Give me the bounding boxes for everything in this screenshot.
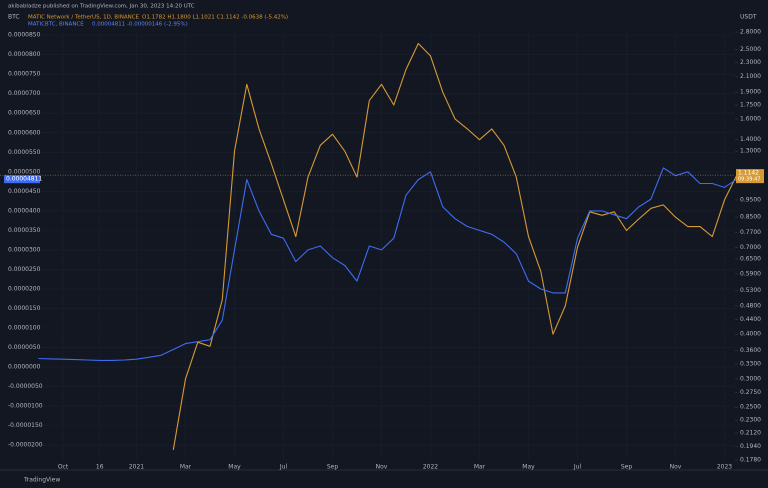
x-tick-label: Nov xyxy=(376,464,388,471)
y-tick-label: 0.0000300 xyxy=(8,246,41,253)
y2-tick-label: 1.4000 xyxy=(740,136,761,143)
y2-tick-label: 0.5300 xyxy=(740,287,761,294)
y2-tick-label: 0.2300 xyxy=(740,417,761,424)
y2-tick-label: 1.3000 xyxy=(740,148,761,155)
ohlc: O1.1782 H1.1800 L1.1021 C1.1142 -0.0638 … xyxy=(142,15,288,21)
x-tick-label: Jul xyxy=(279,464,288,471)
y-tick-label: 0.0000750 xyxy=(8,71,41,78)
y-tick-label: 0.0000800 xyxy=(8,51,41,58)
countdown: 09:39:47 xyxy=(738,177,760,183)
y-tick-label: 0.0000100 xyxy=(8,325,41,332)
grid xyxy=(40,31,738,461)
y2-tick-label: 0.3300 xyxy=(740,361,761,368)
y-tick-label: 0.0000400 xyxy=(8,207,41,214)
y-tick-label: 0.0000200 xyxy=(8,285,41,292)
y-tick-label: 0.0000050 xyxy=(8,344,41,351)
right-unit: USDT xyxy=(740,14,757,21)
y-tick-label: 0.0000700 xyxy=(8,90,41,97)
y2-tick-label: 0.2120 xyxy=(740,429,761,436)
series-line xyxy=(38,167,738,361)
y2-tick-label: 1.7500 xyxy=(740,102,761,109)
y-tick-label: -0.0000150 xyxy=(8,422,43,429)
y2-tick-label: 0.4400 xyxy=(740,316,761,323)
y2-tick-label: 2.8000 xyxy=(740,29,761,36)
y-tick-label: 0.0000000 xyxy=(8,364,41,371)
price-tag xyxy=(4,175,40,184)
y-tick-label: 0.0000500 xyxy=(8,168,41,175)
x-tick-label: 16 xyxy=(96,464,104,471)
left-unit: BTC xyxy=(8,14,20,21)
price-tag xyxy=(736,169,764,184)
y2-tick-label: 0.3000 xyxy=(740,375,761,382)
y-tick-label: 0.0000550 xyxy=(8,149,41,156)
price-tag-value: 0.00004811 xyxy=(6,176,42,183)
y2-tick-label: 0.6500 xyxy=(740,255,761,262)
brand: TradingView xyxy=(23,477,60,484)
y2-tick-label: 1.9000 xyxy=(740,89,761,96)
y-tick-label: 0.0000150 xyxy=(8,305,41,312)
y2-tick-label: 0.7700 xyxy=(740,229,761,236)
x-tick-label: Sep xyxy=(621,464,633,471)
y-tick-label: -0.0000050 xyxy=(8,383,43,390)
y2-tick-label: 0.4000 xyxy=(740,331,761,338)
x-tick-label: Mar xyxy=(180,464,192,471)
price-tag-value: 1.1142 xyxy=(738,170,759,177)
x-tick-label: Sep xyxy=(327,464,339,471)
series-line xyxy=(172,42,738,450)
y2-tick-label: 0.1940 xyxy=(740,443,761,450)
x-tick-label: 2022 xyxy=(423,464,438,471)
y2-tick-label: 2.3000 xyxy=(740,59,761,66)
y2-tick-label: 0.2500 xyxy=(740,404,761,411)
y2-tick-label: 0.8500 xyxy=(740,214,761,221)
y2-tick-label: 2.1000 xyxy=(740,73,761,80)
y2-tick-label: 2.5000 xyxy=(740,46,761,53)
y-tick-label: 0.0000850 xyxy=(8,32,41,39)
y2-tick-label: 0.3600 xyxy=(740,347,761,354)
y-tick-label: 0.0000250 xyxy=(8,266,41,273)
x-tick-label: Nov xyxy=(670,464,682,471)
x-tick-label: 2021 xyxy=(129,464,144,471)
x-tick-label: May xyxy=(228,464,241,471)
y-tick-label: 0.0000650 xyxy=(8,110,41,117)
x-tick-label: May xyxy=(522,464,535,471)
y2-tick-label: 1.6000 xyxy=(740,115,761,122)
y-tick-label: 0.0000450 xyxy=(8,188,41,195)
y2-tick-label: 0.1780 xyxy=(740,457,761,464)
y2-tick-label: 0.4800 xyxy=(740,302,761,309)
x-tick-label: Jul xyxy=(573,464,582,471)
legend-entry[interactable]: MATICBTC, BINANCE xyxy=(28,22,84,28)
y2-tick-label: 0.5900 xyxy=(740,270,761,277)
y-tick-label: 0.0000600 xyxy=(8,129,41,136)
publisher: akibabladze published on TradingView.com… xyxy=(8,4,195,10)
legend-entry[interactable]: MATIC Network / TetherUS, 1D, BINANCE xyxy=(28,15,140,21)
y2-tick-label: 0.2750 xyxy=(740,389,761,396)
btc-change: 0.00004811 -0.00000146 (-2.95%) xyxy=(92,22,188,28)
y-tick-label: -0.0000200 xyxy=(8,442,43,449)
y-tick-label: 0.0000350 xyxy=(8,227,41,234)
y2-tick-label: 0.9500 xyxy=(740,196,761,203)
x-tick-label: Mar xyxy=(474,464,486,471)
x-tick-label: Oct xyxy=(58,464,69,471)
x-tick-label: 2023 xyxy=(717,464,732,471)
y-tick-label: -0.0000100 xyxy=(8,403,43,410)
y2-tick-label: 0.7000 xyxy=(740,244,761,251)
